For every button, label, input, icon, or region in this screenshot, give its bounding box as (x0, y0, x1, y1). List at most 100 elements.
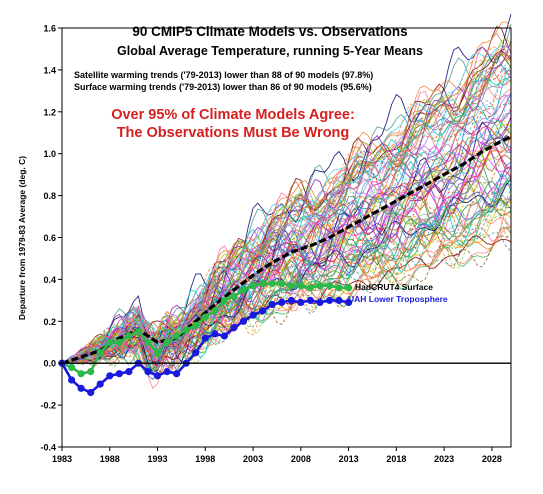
hadcrut4-point (259, 280, 267, 288)
legend-uah: UAH Lower Troposphere (348, 294, 448, 304)
model-run-line (61, 226, 512, 373)
uah-point (77, 384, 85, 392)
hadcrut4-point (125, 332, 133, 340)
model-run-line (61, 103, 512, 364)
x-tick-label: 1998 (195, 454, 215, 464)
y-tick-label: -0.2 (40, 401, 56, 411)
model-run-line (61, 119, 512, 364)
model-run-line (62, 191, 512, 367)
hadcrut4-point (335, 284, 343, 292)
uah-point (87, 388, 95, 397)
hadcrut4-point (87, 368, 95, 376)
model-run-line (61, 118, 512, 364)
uah-point (316, 298, 324, 306)
model-run-line (61, 105, 512, 364)
y-tick-label: 0.6 (43, 233, 56, 243)
model-run-line (61, 93, 512, 364)
hadcrut4-point (297, 282, 305, 290)
model-run-line (61, 109, 512, 364)
hadcrut4-point (134, 328, 142, 336)
x-tick-label: 1993 (148, 454, 168, 464)
model-run-line (61, 235, 512, 364)
hadcrut4-point (115, 338, 123, 346)
uah-point (297, 298, 305, 306)
hadcrut4-point (239, 286, 248, 294)
uah-point (249, 311, 257, 319)
uah-point (163, 368, 171, 376)
y-tick-label: 0.2 (43, 317, 56, 327)
model-run-line (61, 204, 512, 365)
hadcrut4-point (345, 284, 353, 292)
headline-line-1: Over 95% of Climate Models Agree: (111, 107, 355, 123)
hadcrut4-point (325, 282, 334, 290)
uah-point (268, 300, 276, 309)
uah-point (259, 307, 267, 315)
y-tick-label: 0.4 (43, 275, 56, 285)
uah-point (325, 296, 334, 304)
uah-point (278, 298, 286, 306)
hadcrut4-point (278, 280, 286, 288)
hadcrut4-point (230, 292, 238, 300)
y-tick-label: 1.4 (43, 65, 56, 75)
uah-point (106, 372, 114, 380)
note-surface: Surface warming trends ('79-2013) lower … (74, 82, 372, 92)
model-run-line (61, 180, 512, 373)
uah-point (230, 324, 238, 332)
model-run-line (61, 46, 512, 364)
uah-point (306, 296, 314, 304)
y-tick-label: 1.6 (43, 24, 56, 34)
model-run-line (61, 172, 512, 371)
uah-point (144, 368, 152, 376)
uah-point (192, 349, 200, 357)
headline-line-2: The Observations Must Be Wrong (117, 125, 350, 141)
hadcrut4-point (201, 313, 209, 321)
uah-point (335, 296, 343, 304)
y-tick-label: 1.0 (43, 149, 56, 159)
model-run-line (61, 203, 512, 364)
hadcrut4-point (153, 349, 162, 357)
hadcrut4-point (144, 338, 152, 346)
model-run-line (61, 201, 512, 370)
model-run-line (61, 235, 512, 370)
hadcrut4-point (68, 363, 76, 371)
hadcrut4-point (163, 338, 171, 346)
y-tick-label: -0.4 (40, 443, 56, 453)
uah-point (68, 376, 76, 384)
uah-point (220, 332, 228, 340)
x-tick-label: 2023 (434, 454, 454, 464)
x-tick-label: 2003 (243, 454, 263, 464)
uah-point (125, 368, 133, 376)
hadcrut4-point (220, 296, 228, 304)
uah-point (173, 370, 181, 378)
uah-point (211, 330, 219, 338)
uah-point (201, 334, 209, 342)
hadcrut4-point (192, 321, 200, 330)
x-tick-label: 1983 (52, 454, 72, 464)
uah-point (96, 380, 104, 388)
y-tick-label: 1.2 (43, 107, 56, 117)
hadcrut4-point (96, 349, 104, 357)
hadcrut4-point (306, 284, 314, 292)
model-run-line (61, 123, 512, 364)
hadcrut4-point (182, 326, 190, 334)
hadcrut4-point (106, 338, 114, 346)
uah-point (287, 296, 295, 304)
y-axis-label: Departure from 1979-83 Average (deg. C) (17, 156, 27, 320)
hadcrut4-point (316, 282, 324, 290)
uah-point (153, 372, 162, 380)
y-tick-label: 0.0 (43, 359, 56, 369)
uah-point (345, 298, 353, 306)
x-tick-label: 2008 (291, 454, 311, 464)
x-tick-label: 1988 (100, 454, 120, 464)
chart-title: 90 CMIP5 Climate Models vs. Observations (132, 24, 407, 39)
hadcrut4-point (249, 282, 257, 290)
hadcrut4-point (287, 282, 295, 290)
chart-subtitle: Global Average Temperature, running 5-Ye… (117, 44, 423, 58)
y-tick-label: 0.8 (43, 191, 56, 201)
legend-hadcrut4: HadCRUT4 Surface (355, 282, 433, 292)
model-run-line (61, 37, 512, 364)
hadcrut4-point (77, 370, 85, 378)
x-tick-label: 2018 (386, 454, 406, 464)
